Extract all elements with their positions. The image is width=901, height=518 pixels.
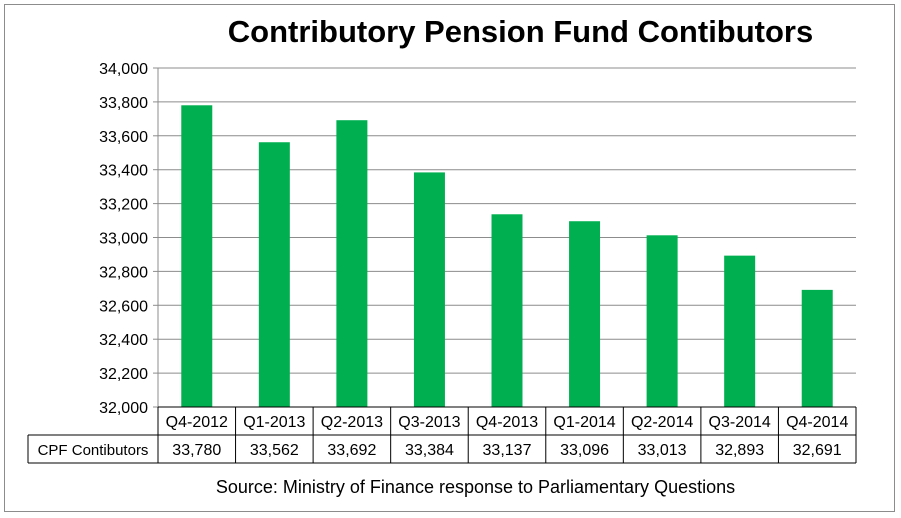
x-category-label: Q3-2013 xyxy=(398,414,460,431)
y-tick-label: 32,400 xyxy=(99,332,148,349)
y-tick-label: 32,200 xyxy=(99,366,148,383)
x-category-label: Q1-2013 xyxy=(243,414,305,431)
data-value-label: 33,384 xyxy=(405,442,454,459)
data-value-label: 33,013 xyxy=(638,442,687,459)
y-tick-label: 33,800 xyxy=(99,95,148,112)
data-value-label: 33,096 xyxy=(560,442,609,459)
data-value-label: 32,893 xyxy=(715,442,764,459)
data-value-label: 32,691 xyxy=(793,442,842,459)
data-value-label: 33,137 xyxy=(483,442,532,459)
bar-q2-2013 xyxy=(336,120,368,408)
y-tick-label: 33,000 xyxy=(99,231,148,248)
x-category-label: Q4-2013 xyxy=(476,414,538,431)
bar-q3-2013 xyxy=(413,172,445,407)
data-value-label: 33,692 xyxy=(327,442,376,459)
data-table: Q4-2012 33,780 Q1-2013 33,562 Q2-2013 33,692 Q… xyxy=(27,406,857,464)
x-category-label: Q2-2013 xyxy=(321,414,383,431)
x-category-label: Q2-2014 xyxy=(631,414,693,431)
bar-q4-2012 xyxy=(181,105,213,407)
x-category-label: Q4-2012 xyxy=(166,414,228,431)
y-tick-label: 32,000 xyxy=(99,400,148,417)
bar-q1-2013 xyxy=(258,142,290,407)
x-category-label: Q3-2014 xyxy=(709,414,771,431)
x-category-label: Q1-2014 xyxy=(553,414,615,431)
y-tick-label: 33,600 xyxy=(99,129,148,146)
bar-q3-2014 xyxy=(724,255,756,407)
bars xyxy=(181,105,833,408)
y-axis-ticks: 34,000 33,800 33,600 33,400 33,200 33,000 32,8… xyxy=(99,61,148,417)
series-name-label: CPF Contibutors xyxy=(38,442,149,459)
y-tick-label: 34,000 xyxy=(99,61,148,78)
bar-q4-2014 xyxy=(801,289,833,407)
bar-q2-2014 xyxy=(646,235,678,407)
chart-source: Source: Ministry of Finance response to … xyxy=(215,477,736,497)
data-value-label: 33,562 xyxy=(250,442,299,459)
y-tick-label: 32,800 xyxy=(99,264,148,281)
y-tick-label: 32,600 xyxy=(99,298,148,315)
bar-q1-2014 xyxy=(569,221,601,407)
data-value-label: 33,780 xyxy=(172,442,221,459)
x-category-label: Q4-2014 xyxy=(786,414,848,431)
y-tick-label: 33,400 xyxy=(99,163,148,180)
chart-title: Contributory Pension Fund Contibutors xyxy=(227,14,814,49)
y-tick-label: 33,200 xyxy=(99,197,148,214)
bar-q4-2013 xyxy=(491,214,523,407)
